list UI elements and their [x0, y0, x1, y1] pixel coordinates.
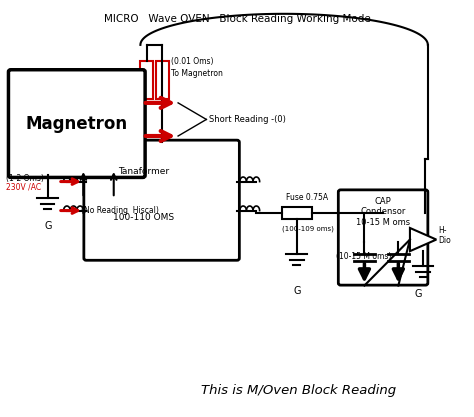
Text: MICRO   Wave OVEN   Block Reading Working Mode: MICRO Wave OVEN Block Reading Working Mo…: [104, 14, 370, 24]
Text: Magnetron: Magnetron: [26, 115, 128, 133]
Text: G: G: [293, 286, 301, 296]
Text: (No Reading  Hiscal): (No Reading Hiscal): [81, 206, 159, 216]
FancyBboxPatch shape: [9, 70, 145, 177]
Text: CAP
Condensor
10-15 M oms: CAP Condensor 10-15 M oms: [356, 197, 410, 227]
Text: (10-15 M oms): (10-15 M oms): [336, 251, 392, 261]
Text: This is M/Oven Block Reading: This is M/Oven Block Reading: [201, 384, 396, 397]
Text: G: G: [44, 221, 52, 231]
Text: (0.01 Oms): (0.01 Oms): [171, 57, 213, 66]
Text: Short Reading -(0): Short Reading -(0): [209, 115, 286, 124]
Text: Tanaformer: Tanaformer: [118, 167, 169, 176]
FancyBboxPatch shape: [338, 190, 428, 285]
FancyBboxPatch shape: [84, 140, 239, 260]
Text: (1-2 Oms): (1-2 Oms): [6, 174, 44, 183]
Bar: [156, 61, 169, 99]
Text: 230V /AC: 230V /AC: [6, 183, 41, 191]
Bar: [140, 61, 153, 99]
Text: 100-110 OMS: 100-110 OMS: [113, 213, 174, 222]
Text: To Magnetron: To Magnetron: [171, 69, 223, 78]
Text: (100-109 oms): (100-109 oms): [282, 226, 334, 232]
Text: H-
Dio: H- Dio: [438, 226, 451, 245]
Text: Fuse 0.75A: Fuse 0.75A: [285, 193, 328, 202]
Bar: [282, 207, 312, 219]
Text: G: G: [415, 289, 422, 299]
Polygon shape: [410, 228, 437, 251]
